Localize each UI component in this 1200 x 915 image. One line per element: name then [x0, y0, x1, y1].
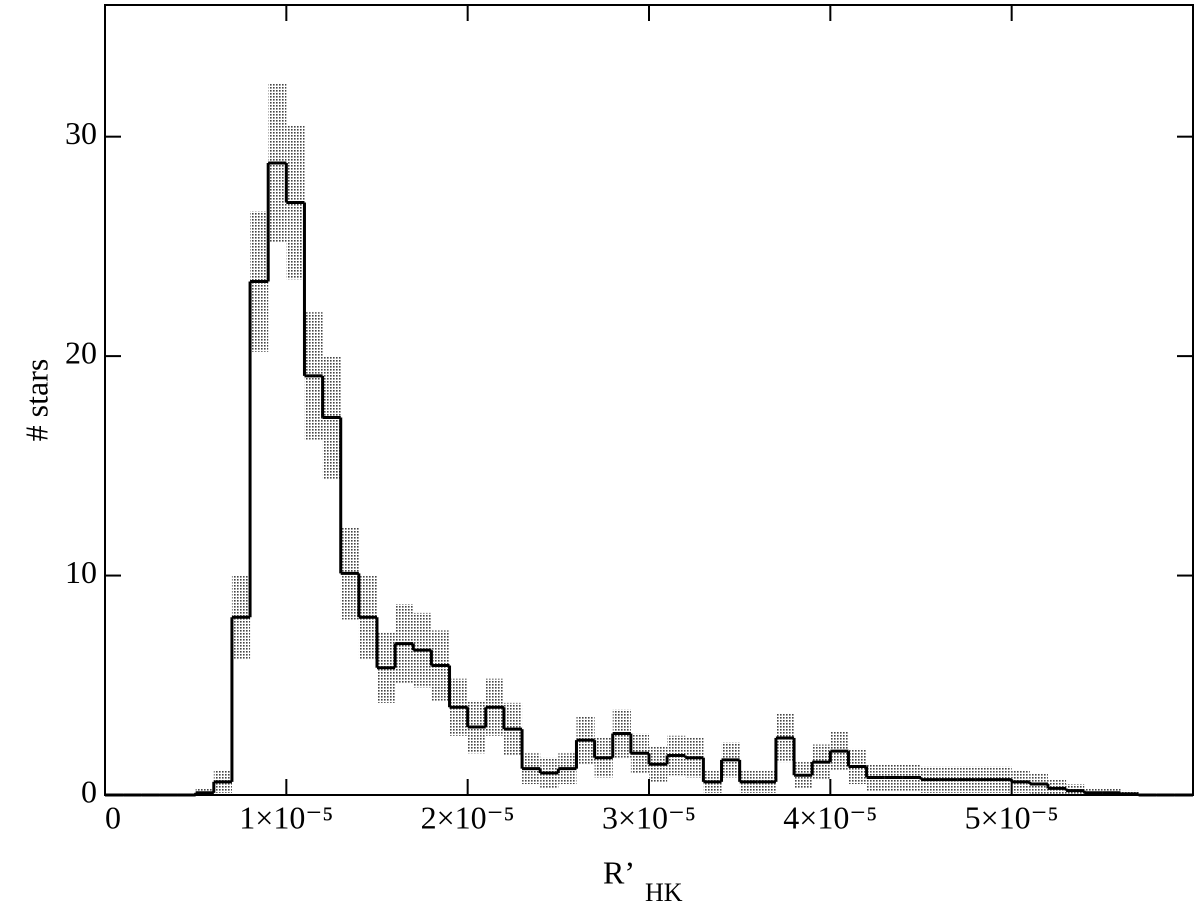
x-tick-label: 4×10⁻⁵ [783, 799, 877, 835]
x-tick-label: 5×10⁻⁵ [965, 799, 1059, 835]
x-tick-label: 2×10⁻⁵ [421, 799, 515, 835]
x-tick-label: 1×10⁻⁵ [239, 799, 333, 835]
x-tick-label: 0 [105, 799, 121, 835]
y-tick-label: 20 [65, 334, 97, 370]
y-tick-label: 0 [81, 773, 97, 809]
y-tick-label: 10 [65, 554, 97, 590]
x-axis-label: R’ [603, 854, 635, 890]
y-axis-label: # stars [18, 359, 54, 442]
x-axis-label-subscript: HK [645, 878, 683, 907]
y-tick-label: 30 [65, 115, 97, 151]
x-tick-label: 3×10⁻⁵ [602, 799, 696, 835]
